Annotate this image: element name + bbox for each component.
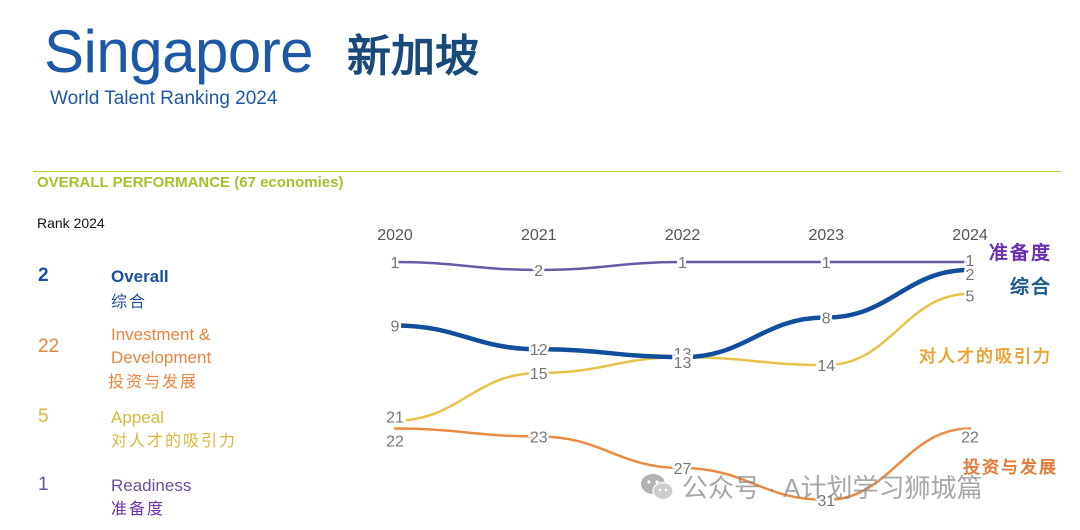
rank-label-cn: 准备度: [111, 499, 166, 518]
x-tick-label: 2022: [665, 227, 701, 244]
wechat-icon: [641, 473, 674, 500]
point-label: 9: [391, 318, 400, 335]
page-title: Singapore: [44, 18, 314, 85]
x-tick-label: 2023: [808, 227, 844, 244]
point-label: 22: [386, 434, 404, 451]
rank-label: Investment & Development: [111, 325, 212, 367]
x-axis-ticks: 2020 2021 2022 2023 2024: [377, 227, 988, 244]
point-label: 1: [678, 255, 687, 272]
rank-label: Readiness: [111, 476, 192, 495]
point-label: 5: [966, 289, 975, 306]
point-label: 14: [817, 358, 835, 375]
point-label: 13: [674, 346, 692, 363]
x-tick-label: 2021: [521, 227, 557, 244]
rank-label-cn: 投资与发展: [108, 372, 199, 391]
series-end-label-overall: 综合: [1010, 275, 1052, 298]
series-end-label-investment: 投资与发展: [963, 457, 1058, 478]
point-label: 22: [961, 430, 979, 447]
x-tick-label: 2024: [952, 227, 988, 244]
point-label: 1: [966, 253, 975, 270]
point-label: 12: [530, 342, 548, 359]
point-label: 2: [534, 263, 543, 280]
point-label: 8: [822, 311, 831, 328]
series-line-investment: [393, 427, 972, 502]
watermark-text: 公众号 · A计划学习狮城篇: [682, 473, 983, 503]
rank-label-cn: 综合: [111, 292, 148, 311]
series-end-label-appeal: 对人才的吸引力: [919, 346, 1052, 367]
rank-value: 22: [38, 336, 60, 357]
rank-label: Appeal: [111, 408, 164, 427]
point-label: 13: [674, 355, 692, 372]
rank-label: Overall: [111, 267, 169, 286]
point-label: 2: [966, 267, 975, 284]
point-label: 15: [530, 366, 548, 383]
page-subtitle: World Talent Ranking 2024: [50, 88, 278, 109]
point-label: 31: [817, 493, 835, 510]
section-title: OVERALL PERFORMANCE (67 economies): [37, 174, 344, 191]
rank-value: 1: [38, 474, 49, 495]
point-label: 23: [530, 429, 548, 446]
point-label: 1: [822, 255, 831, 272]
x-tick-label: 2020: [377, 227, 413, 244]
rank-label-cn: 对人才的吸引力: [111, 431, 238, 450]
rank-value: 5: [38, 406, 49, 427]
page-title-cn: 新加坡: [347, 31, 479, 82]
header-divider: [33, 171, 1061, 172]
series-line-overall: [392, 267, 973, 360]
rank-value: 2: [38, 265, 49, 286]
watermark: 公众号 · A计划学习狮城篇: [640, 468, 982, 505]
series-line-readiness: [393, 260, 972, 272]
series-lines: [392, 260, 973, 502]
rank-panel-title: Rank 2024: [37, 215, 105, 231]
series-end-label-readiness: 准备度: [989, 241, 1052, 264]
point-label: 21: [386, 410, 404, 427]
point-label: 1: [391, 255, 400, 272]
point-label: 27: [674, 461, 692, 478]
